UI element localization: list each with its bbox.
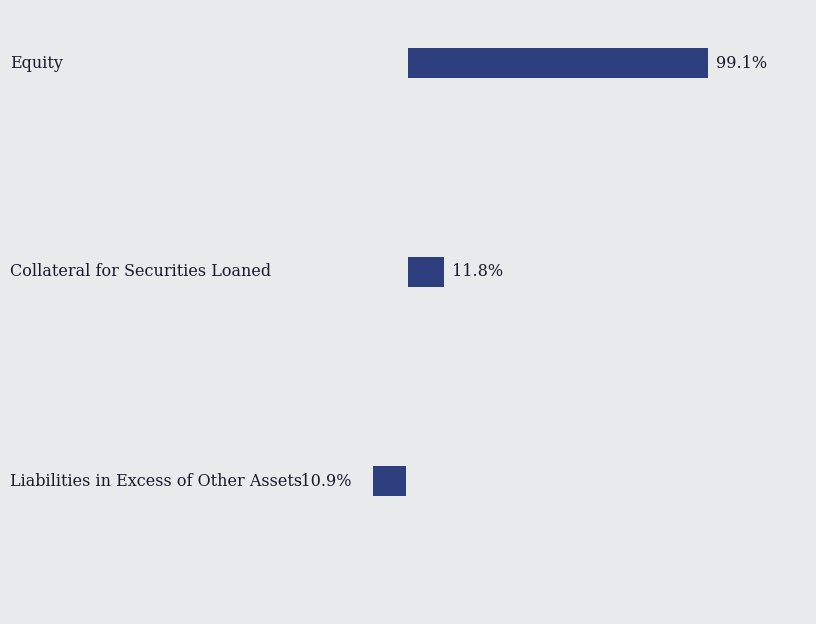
- Text: 99.1%: 99.1%: [716, 54, 767, 72]
- Text: Collateral for Securities Loaned: Collateral for Securities Loaned: [10, 263, 271, 281]
- Text: -10.9%: -10.9%: [295, 472, 352, 489]
- Bar: [373, 466, 406, 496]
- Text: Liabilities in Excess of Other Assets: Liabilities in Excess of Other Assets: [10, 472, 302, 489]
- Text: Equity: Equity: [10, 54, 63, 72]
- Text: 11.8%: 11.8%: [452, 263, 503, 281]
- Bar: [408, 48, 708, 78]
- Bar: [408, 257, 444, 287]
